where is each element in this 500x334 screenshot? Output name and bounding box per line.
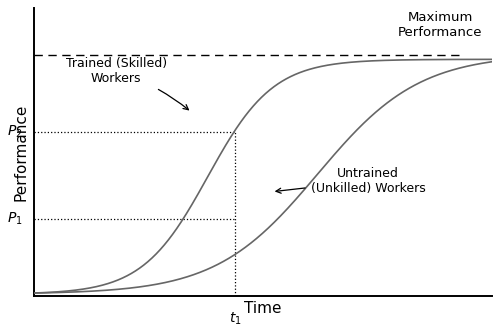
Text: $t_1$: $t_1$ (229, 311, 241, 327)
Text: Untrained
(Unkilled) Workers: Untrained (Unkilled) Workers (276, 167, 426, 195)
Text: $P_1$: $P_1$ (6, 211, 22, 227)
Y-axis label: Performance: Performance (13, 104, 28, 201)
X-axis label: Time: Time (244, 301, 282, 316)
Text: $P_2$: $P_2$ (6, 123, 22, 140)
Text: Maximum
Performance: Maximum Performance (398, 11, 482, 39)
Text: Trained (Skilled)
Workers: Trained (Skilled) Workers (66, 57, 188, 110)
